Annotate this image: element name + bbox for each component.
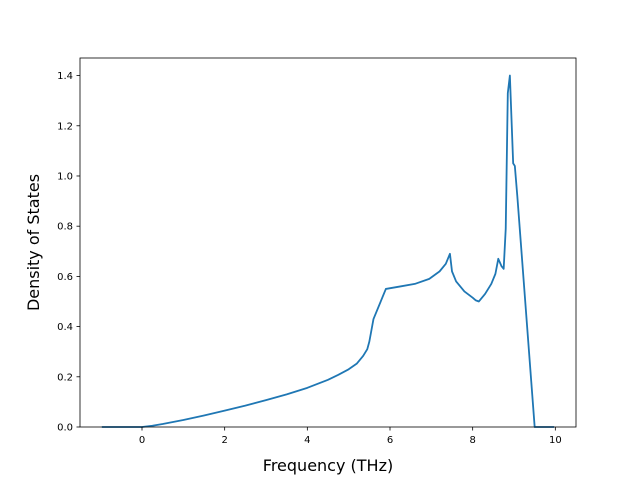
y-tick-label: 0.2 <box>57 372 73 383</box>
y-tick-label: 1.0 <box>57 171 73 182</box>
y-tick-label: 0.4 <box>57 322 73 333</box>
x-tick-label: 0 <box>139 435 145 446</box>
y-axis-label: Density of States <box>24 174 43 311</box>
plot-area <box>101 74 555 428</box>
x-tick-label: 8 <box>469 435 475 446</box>
y-tick-label: 0.8 <box>57 222 73 233</box>
y-tick-label: 1.2 <box>57 121 73 132</box>
x-axis-label: Frequency (THz) <box>263 456 393 475</box>
series-line-0 <box>101 74 555 428</box>
y-tick-label: 1.4 <box>57 71 73 82</box>
x-tick-label: 10 <box>549 435 562 446</box>
axis-ticks: 0 2 4 6 8 10 0.0 0.2 0.4 0.6 0.8 1.0 1.2 1.4 <box>57 71 562 446</box>
axes-frame <box>79 57 577 428</box>
y-tick-label: 0.0 <box>57 423 73 434</box>
x-tick-label: 2 <box>221 435 227 446</box>
x-tick-label: 6 <box>387 435 393 446</box>
x-tick-label: 4 <box>304 435 310 446</box>
y-tick-label: 0.6 <box>57 272 73 283</box>
